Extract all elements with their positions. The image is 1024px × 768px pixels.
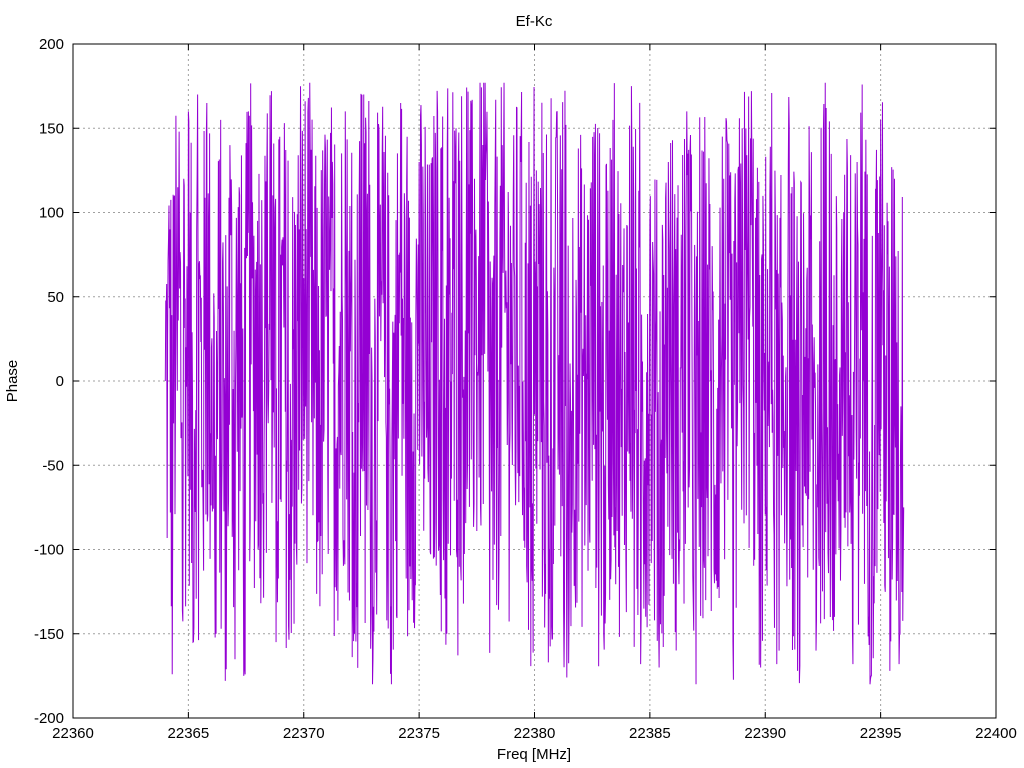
- y-tick-label: 200: [39, 36, 64, 53]
- y-tick-label: 0: [56, 373, 64, 390]
- x-axis-label: Freq [MHz]: [497, 746, 571, 763]
- x-tick-label: 22385: [629, 725, 671, 742]
- y-tick-label: -50: [42, 457, 64, 474]
- x-tick-label: 22390: [744, 725, 786, 742]
- y-tick-label: 100: [39, 205, 64, 222]
- x-tick-label: 22370: [283, 725, 325, 742]
- x-tick-label: 22360: [52, 725, 94, 742]
- y-tick-label: 50: [47, 289, 64, 306]
- series-trace: [164, 82, 905, 685]
- phase-series-line: [164, 82, 905, 685]
- chart-title: Ef-Kc: [516, 13, 553, 30]
- y-tick-label: -200: [34, 710, 64, 727]
- x-tick-label: 22400: [975, 725, 1017, 742]
- x-tick-label: 22380: [514, 725, 556, 742]
- y-tick-label: 150: [39, 120, 64, 137]
- y-tick-label: -150: [34, 626, 64, 643]
- x-tick-label: 22395: [860, 725, 902, 742]
- x-tick-label: 22375: [398, 725, 440, 742]
- y-tick-label: -100: [34, 542, 64, 559]
- axis-ticks: 22360 22365 22370 22375 22380 22385 22390 22395…: [34, 36, 1017, 742]
- y-axis-label: Phase: [4, 360, 21, 403]
- x-tick-label: 22365: [168, 725, 210, 742]
